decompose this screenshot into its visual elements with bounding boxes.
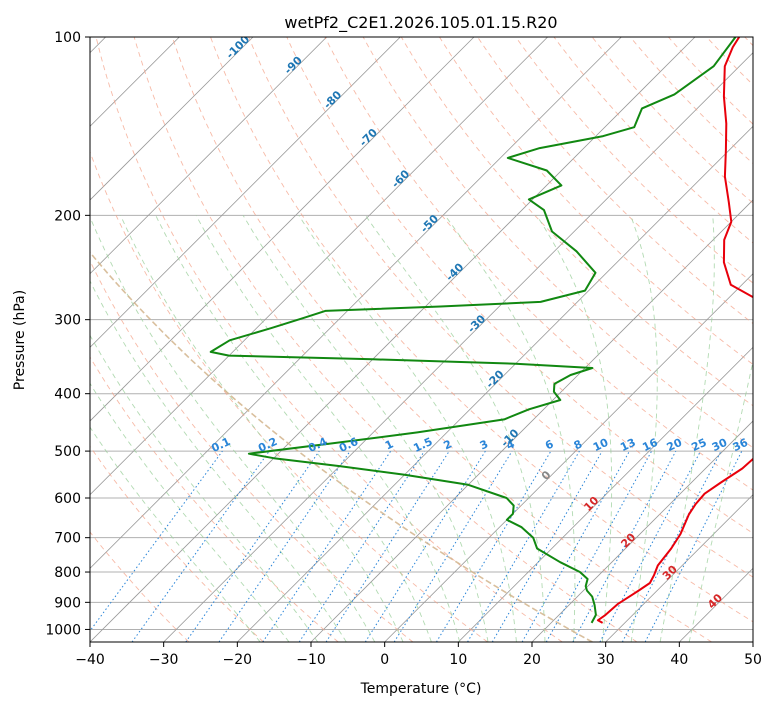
mixing-ratio-label: 13 xyxy=(618,436,637,454)
moist-adiabat xyxy=(536,215,613,642)
dry-adiabat xyxy=(90,259,414,642)
isotherm-line xyxy=(237,125,753,642)
x-tick-label: 10 xyxy=(449,652,467,668)
plot-frame xyxy=(89,36,754,643)
moist-adiabat xyxy=(90,426,261,642)
isotherm-line xyxy=(90,37,254,201)
moist-adiabat xyxy=(195,215,461,642)
mixing-ratio-label: 16 xyxy=(640,436,660,454)
dry-adiabat xyxy=(439,37,753,365)
mixing-ratio-label: 20 xyxy=(665,436,685,454)
mixing-ratio-line xyxy=(491,450,603,642)
mixing-ratio-line xyxy=(545,450,653,642)
dry-adiabat xyxy=(90,356,339,642)
x-axis-label: Temperature (°C) xyxy=(360,681,482,697)
x-axis-ticks: −40 −30 −20 −10 0 10 20 30 40 50 xyxy=(75,642,762,668)
mixing-ratio-label: 25 xyxy=(689,436,708,454)
y-tick-label: 300 xyxy=(54,313,81,329)
mixing-ratio-label: 10 xyxy=(591,436,611,454)
y-tick-label: 200 xyxy=(54,208,81,224)
temperature-profile-line xyxy=(596,37,753,624)
y-tick-label: 500 xyxy=(54,444,81,460)
isotherm-line xyxy=(605,494,753,642)
x-tick-label: −40 xyxy=(75,652,105,668)
mixing-ratio-line xyxy=(218,450,351,642)
mixing-ratio-line xyxy=(435,450,552,642)
x-tick-label: 30 xyxy=(597,652,615,668)
x-tick-label: 40 xyxy=(670,652,688,668)
dry-adiabat xyxy=(286,37,753,534)
mixing-ratio-line xyxy=(521,450,630,642)
x-tick-label: −30 xyxy=(149,652,179,668)
x-tick-label: 0 xyxy=(380,652,389,668)
moist-adiabat xyxy=(90,334,319,642)
dry-adiabat xyxy=(629,37,753,165)
mixing-ratio-line xyxy=(467,450,580,642)
y-tick-label: 800 xyxy=(54,565,81,581)
isotherm-line xyxy=(163,52,753,642)
moist-adiabat xyxy=(90,279,347,642)
isotherm-line xyxy=(384,273,753,642)
mixing-ratio-line xyxy=(325,450,450,642)
y-tick-label: 900 xyxy=(54,595,81,611)
dry-adiabat xyxy=(515,37,753,284)
background-lines xyxy=(90,37,753,642)
x-tick-label: 50 xyxy=(744,652,762,668)
moist-adiabat xyxy=(242,215,489,642)
mixing-ratio-line xyxy=(393,450,513,642)
mixing-ratio-line xyxy=(185,450,320,642)
dry-adiabat xyxy=(90,531,190,642)
dry-adiabat xyxy=(591,37,753,204)
isotherm-line xyxy=(90,37,475,422)
moist-adiabat xyxy=(90,382,290,642)
moist-adiabat xyxy=(444,215,576,642)
reference-curve xyxy=(90,251,593,642)
y-tick-label: 100 xyxy=(54,30,81,46)
isotherm-line xyxy=(90,37,327,275)
moist-adiabat xyxy=(120,215,404,642)
dry-adiabat xyxy=(133,37,638,642)
mixing-ratio-label: 30 xyxy=(710,436,730,454)
x-tick-label: −20 xyxy=(223,652,253,668)
dry-adiabat xyxy=(90,150,488,642)
y-axis-ticks: 100 200 300 400 500 600 700 800 900 1000 xyxy=(45,30,90,638)
mixing-ratio-line xyxy=(364,450,486,642)
chart-title: wetPf2_C2E1.2026.105.01.15.R20 xyxy=(284,13,557,33)
isotherm-line xyxy=(531,420,753,642)
moist-adiabat xyxy=(659,215,715,642)
y-tick-label: 400 xyxy=(54,387,81,403)
y-tick-label: 600 xyxy=(54,491,81,507)
y-axis-label: Pressure (hPa) xyxy=(12,290,28,390)
mixing-ratio-line xyxy=(572,450,677,642)
dry-adiabat xyxy=(248,37,753,578)
dry-adiabat xyxy=(553,37,753,244)
dry-adiabat xyxy=(210,37,753,623)
moist-adiabat xyxy=(155,215,432,642)
moist-adiabat xyxy=(688,359,753,642)
series-layer xyxy=(209,37,753,624)
dry-adiabat xyxy=(477,37,753,325)
isotherm-line xyxy=(90,37,622,569)
x-tick-label: 20 xyxy=(523,652,541,668)
x-tick-label: −10 xyxy=(296,652,326,668)
isotherm-line xyxy=(90,37,401,348)
moist-adiabat xyxy=(630,215,658,642)
moist-adiabat xyxy=(365,215,546,642)
dewpoint-profile-line xyxy=(209,37,737,624)
y-tick-label: 700 xyxy=(54,531,81,547)
mixing-ratio-label: 36 xyxy=(731,436,751,454)
moist-adiabat xyxy=(298,215,517,642)
dry-adiabat xyxy=(171,37,712,642)
y-tick-label: 1000 xyxy=(45,622,81,638)
isotherm-line xyxy=(90,37,548,496)
moist-adiabat xyxy=(90,216,376,642)
isotherm-line xyxy=(458,346,753,642)
